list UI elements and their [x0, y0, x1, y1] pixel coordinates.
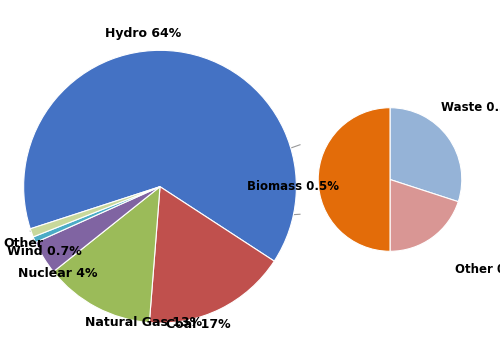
Text: Other 0.2%: Other 0.2% — [456, 263, 500, 276]
Text: Other: Other — [4, 237, 43, 250]
Wedge shape — [54, 187, 160, 323]
Text: Waste 0.3%: Waste 0.3% — [441, 101, 500, 114]
Wedge shape — [390, 108, 462, 202]
Wedge shape — [150, 187, 274, 323]
Wedge shape — [390, 180, 458, 251]
Text: Coal 17%: Coal 17% — [166, 318, 231, 331]
Wedge shape — [33, 187, 160, 242]
Text: Hydro 64%: Hydro 64% — [105, 27, 181, 40]
Wedge shape — [24, 50, 296, 261]
Wedge shape — [318, 108, 390, 251]
Text: Wind 0.7%: Wind 0.7% — [6, 245, 82, 258]
Text: Biomass 0.5%: Biomass 0.5% — [247, 180, 339, 192]
Text: Nuclear 4%: Nuclear 4% — [18, 267, 98, 280]
Text: Natural Gas 13%: Natural Gas 13% — [84, 316, 202, 329]
Wedge shape — [30, 187, 160, 237]
Wedge shape — [36, 187, 160, 272]
